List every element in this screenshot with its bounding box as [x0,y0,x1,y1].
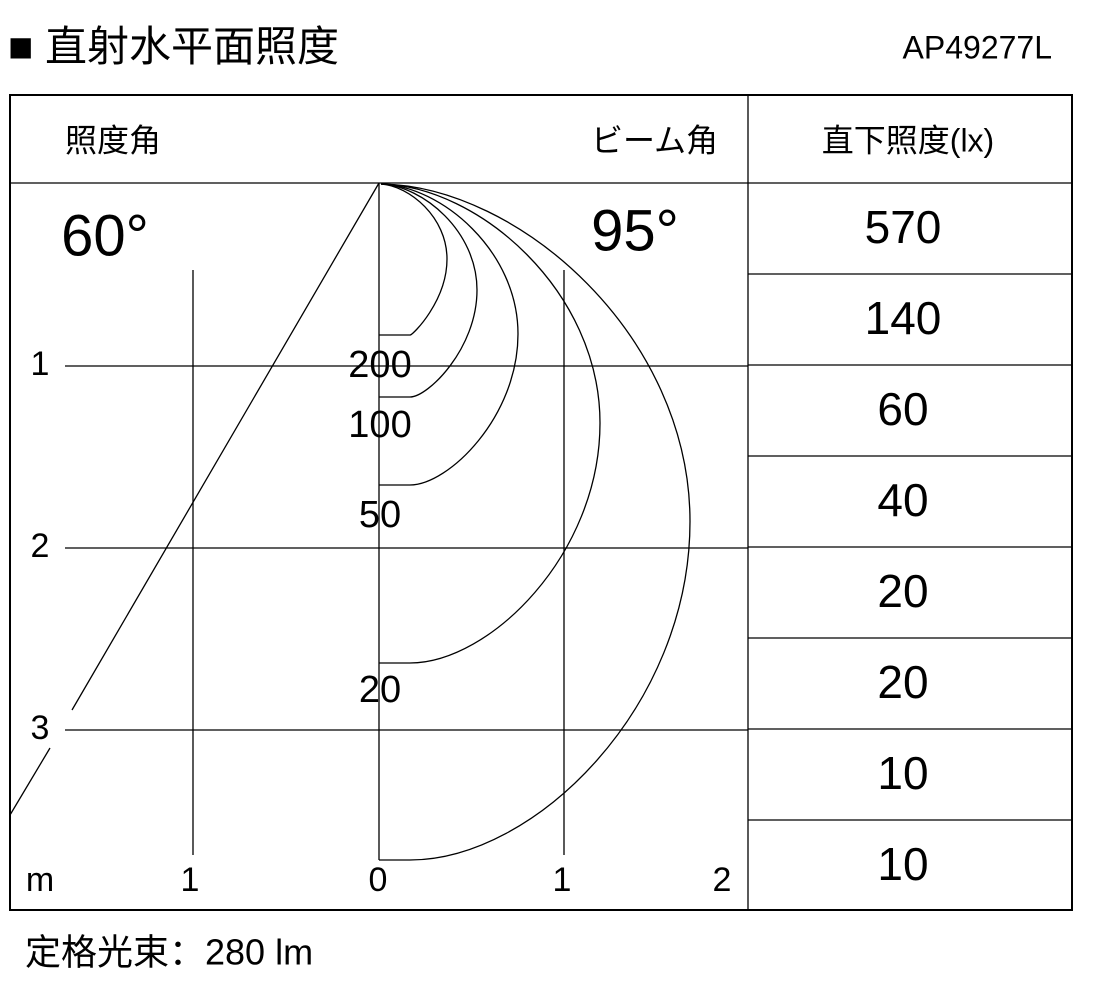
width-label: 2 [713,861,732,899]
isolux-curve [379,183,478,398]
width-label: 1 [181,861,200,899]
header-cell: 照度角 [65,122,161,158]
illuminance: 20 [877,565,928,617]
title: ■ 直射水平面照度 [8,23,339,70]
illuminance: 140 [865,292,942,344]
beam-line [71,182,380,711]
isolux-curve [379,183,519,486]
width-label: 0 [369,861,388,899]
depth-label: 2 [31,527,50,565]
illuminance: 40 [877,474,928,526]
header-cell: ビーム角 [591,122,718,158]
beam-line [9,747,51,816]
grid [9,182,748,860]
isolux-curve [379,183,601,664]
header-cell: 直下照度(lx) [822,122,994,158]
depth-label: 1 [31,345,50,383]
model: AP49277L [903,29,1052,65]
frame [9,94,1073,911]
isolux-curve [379,183,691,861]
illuminance: 20 [877,656,928,708]
width-label: 1 [553,861,572,899]
illuminance: 10 [877,838,928,890]
width-label: m [26,861,54,899]
illuminance: 570 [865,201,942,253]
curve-label: 200 [348,344,411,386]
depth-label: 3 [31,709,50,747]
curves [379,183,691,861]
curve-label: 100 [348,404,411,446]
isolux-curve [379,183,448,336]
curve-label: 50 [359,494,401,536]
angle: 60° [61,203,149,268]
footer: 定格光束：280 lm [25,932,313,973]
illuminance: 10 [877,747,928,799]
curve-label: 20 [359,669,401,711]
angle: 95° [591,198,679,263]
illuminance: 60 [877,383,928,435]
